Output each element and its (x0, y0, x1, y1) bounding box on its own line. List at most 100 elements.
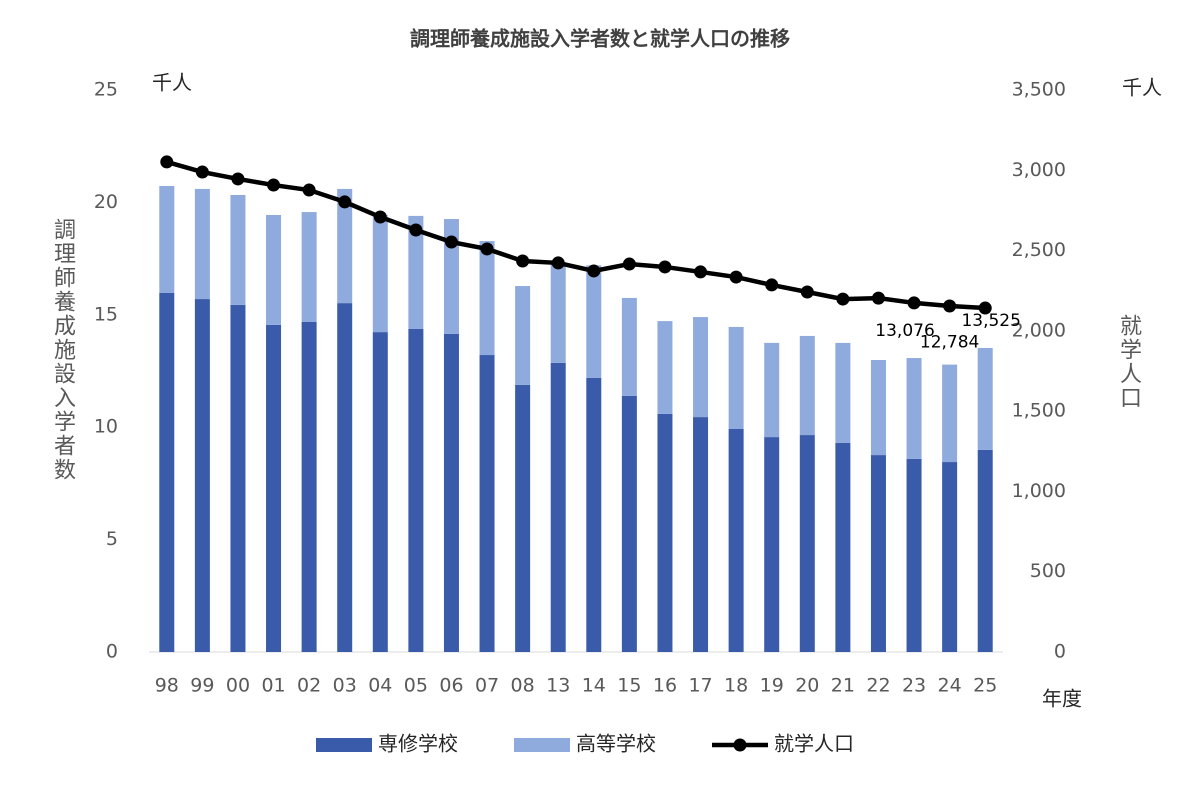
bar-segment (657, 413, 673, 652)
bar-segment (977, 449, 993, 652)
bar-segment (586, 377, 602, 652)
legend-swatch (514, 738, 570, 752)
bar-segment (728, 428, 744, 652)
bar-segment (942, 462, 958, 652)
bar-segment (515, 286, 531, 385)
line-marker (694, 265, 708, 279)
bar-segment (194, 299, 210, 652)
bar-segment (586, 265, 602, 378)
bar-segment (230, 304, 246, 652)
line (166, 159, 986, 311)
x-tick-label: 99 (190, 675, 214, 697)
line-marker (907, 296, 921, 310)
x-tick-label: 22 (866, 675, 890, 697)
bar-segment (515, 384, 531, 652)
x-tick-label: 08 (511, 675, 535, 697)
line-marker (231, 172, 245, 186)
y-tick-label: 10 (94, 416, 118, 438)
bar-segment (408, 215, 424, 329)
bar-segment (266, 324, 282, 652)
bar-segment (372, 332, 388, 652)
y2-tick-label: 2,000 (1012, 319, 1066, 341)
line-marker (551, 256, 565, 270)
bar-segment (550, 362, 566, 652)
bar-segment (764, 437, 780, 652)
bar-segment (337, 188, 353, 304)
y-tick-label: 25 (94, 79, 118, 101)
bar-segment (799, 435, 815, 652)
line-marker (943, 299, 957, 313)
line-marker (729, 270, 743, 284)
bar-segment (906, 458, 922, 652)
y-unit: 千人 (152, 71, 192, 95)
line-marker (871, 291, 885, 305)
line-marker (409, 223, 423, 237)
y2-tick-label: 2,500 (1012, 239, 1066, 261)
data-label: 13,525 (961, 311, 1020, 331)
x-tick-label: 07 (475, 675, 499, 697)
data-label: 12,784 (920, 333, 979, 353)
bar-segment (301, 212, 317, 322)
line-marker (267, 178, 281, 192)
bar-segment (835, 442, 851, 652)
line-marker (587, 264, 601, 278)
y2-tick-label: 1,000 (1012, 480, 1066, 502)
bar-segment (408, 328, 424, 652)
x-tick-label: 17 (688, 675, 712, 697)
bar-segment (870, 359, 886, 456)
legend-text: 高等学校 (576, 732, 656, 756)
line-marker (195, 165, 209, 179)
y-tick-label: 15 (94, 303, 118, 325)
line-marker (622, 257, 636, 271)
line-marker (516, 254, 530, 268)
bar-segment (870, 455, 886, 652)
y-tick-label: 5 (106, 528, 118, 550)
legend-text: 就学人口 (774, 732, 854, 756)
bar-segment (194, 188, 210, 300)
legend-text: 専修学校 (378, 732, 458, 756)
line-marker (978, 301, 992, 315)
line-marker (373, 210, 387, 224)
bar-segment (799, 335, 815, 436)
x-tick-label: 02 (297, 675, 321, 697)
x-tick-label: 04 (368, 675, 392, 697)
y2-unit: 千人 (1122, 76, 1162, 100)
bar-segment (550, 261, 566, 363)
bar-segment (942, 364, 958, 463)
line-marker (658, 260, 672, 274)
x-tick-label: 03 (333, 675, 357, 697)
y-axis-title: 調理師養成施設入学者数 (50, 218, 76, 482)
bar-segment (301, 321, 317, 652)
y2-axis-title: 就学人口 (1116, 314, 1142, 410)
bar-segment (764, 342, 780, 438)
x-axis-title: 年度 (1042, 687, 1082, 711)
bar-segment (479, 241, 495, 356)
bar-segment (230, 194, 246, 305)
bar-segment (906, 358, 922, 459)
x-tick-label: 19 (760, 675, 784, 697)
bar-segment (159, 292, 175, 652)
bar-segment (337, 303, 353, 652)
chart-title: 調理師養成施設入学者数と就学人口の推移 (410, 27, 790, 51)
x-tick-label: 01 (261, 675, 285, 697)
x-tick-label: 20 (795, 675, 819, 697)
y-tick-label: 20 (94, 191, 118, 213)
bar-segment (693, 417, 709, 652)
line-marker (302, 183, 316, 197)
y-tick-label: 0 (106, 641, 118, 663)
legend-swatch (316, 738, 372, 752)
line-marker (765, 278, 779, 292)
bar-segment (266, 214, 282, 325)
legend-marker (733, 738, 747, 752)
x-tick-label: 18 (724, 675, 748, 697)
line-marker (444, 235, 458, 249)
bar-segment (621, 297, 637, 396)
x-tick-label: 24 (938, 675, 962, 697)
x-tick-label: 21 (831, 675, 855, 697)
x-tick-label: 15 (617, 675, 641, 697)
x-tick-label: 13 (546, 675, 570, 697)
bar-segment (621, 395, 637, 652)
data-label: 13,076 (875, 321, 934, 341)
